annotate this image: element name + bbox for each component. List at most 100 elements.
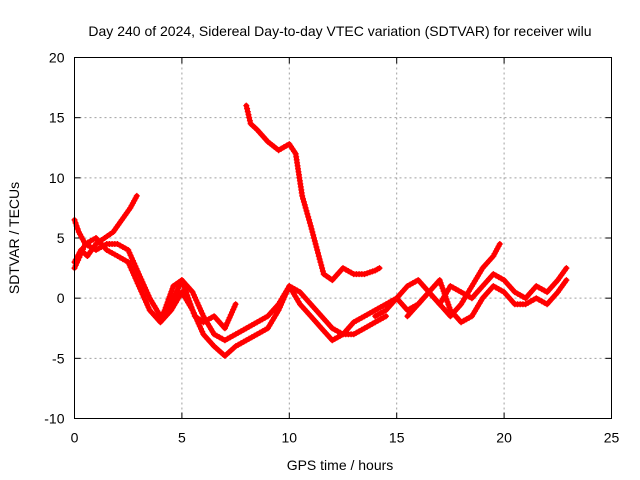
data-point (127, 252, 134, 259)
data-point (246, 117, 253, 124)
data-point (145, 304, 152, 311)
data-point (246, 114, 253, 121)
data-point (311, 235, 317, 241)
data-point (308, 226, 315, 232)
y-tick-label: -10 (44, 411, 64, 427)
data-point (446, 304, 453, 311)
data-point (163, 301, 170, 308)
data-point (319, 265, 326, 272)
data-point (133, 277, 140, 284)
data-point (138, 288, 145, 295)
data-point (195, 302, 202, 309)
data-point (244, 108, 251, 115)
data-point (300, 195, 306, 202)
data-point (231, 303, 238, 310)
data-point (76, 254, 83, 261)
data-point (223, 322, 230, 329)
data-point (496, 241, 503, 247)
data-point (143, 299, 150, 306)
data-point (72, 220, 79, 226)
data-point (192, 294, 198, 301)
data-point (319, 268, 326, 275)
data-point (132, 275, 139, 282)
data-point (280, 296, 287, 303)
x-tick-label: 0 (71, 430, 79, 446)
data-point (81, 243, 87, 250)
data-point (180, 280, 186, 287)
y-tick-label: 5 (57, 230, 65, 246)
data-point (441, 290, 448, 297)
data-point (183, 289, 190, 296)
data-point (439, 285, 446, 292)
series-track-d (161, 277, 239, 332)
y-tick-label: 15 (49, 110, 65, 126)
x-tick-label: 15 (389, 430, 405, 446)
data-point (301, 201, 308, 208)
series-track-g (404, 277, 570, 326)
data-point (440, 288, 447, 295)
y-tick-label: -5 (52, 350, 65, 366)
data-point (312, 241, 319, 247)
data-point (134, 268, 141, 275)
data-point (167, 291, 174, 298)
data-point (305, 213, 312, 220)
data-point (145, 292, 152, 299)
data-point (315, 250, 321, 256)
data-point (563, 265, 570, 272)
data-point (315, 253, 322, 260)
data-point (135, 271, 142, 278)
data-point (376, 265, 383, 272)
data-point (126, 249, 133, 256)
data-point (369, 268, 376, 275)
data-point (311, 238, 318, 244)
data-point (229, 309, 235, 316)
data-point (306, 220, 313, 226)
data-point (169, 285, 176, 292)
data-point (127, 264, 134, 271)
data-point (130, 257, 136, 264)
data-point (310, 232, 317, 238)
data-point (196, 305, 203, 312)
data-point (125, 247, 132, 253)
data-point (184, 292, 191, 299)
data-point (299, 192, 306, 199)
data-point (226, 314, 233, 321)
data-point (227, 311, 234, 318)
data-point (444, 299, 451, 305)
data-point (132, 263, 139, 270)
data-point (144, 289, 151, 296)
data-point (137, 285, 144, 292)
data-point (304, 210, 311, 217)
data-point (187, 301, 194, 308)
series-track-e (243, 102, 383, 284)
data-point (438, 282, 445, 289)
data-point (131, 260, 138, 267)
data-point (224, 319, 231, 326)
data-point (383, 313, 389, 320)
data-point (282, 291, 289, 298)
data-series (71, 102, 570, 359)
data-point (72, 262, 79, 269)
data-point (302, 204, 309, 211)
data-point (437, 279, 444, 286)
data-point (313, 244, 320, 250)
data-point (128, 267, 135, 274)
data-point (445, 301, 452, 308)
data-point (131, 272, 138, 279)
x-tick-label: 5 (178, 430, 186, 446)
data-point (126, 261, 133, 268)
grid-lines (74, 57, 612, 419)
data-point (283, 288, 290, 295)
data-point (221, 325, 228, 332)
data-point (190, 291, 197, 298)
x-tick-label: 25 (604, 430, 620, 446)
data-point (196, 323, 203, 330)
data-point (185, 295, 192, 302)
y-tick-label: 0 (57, 290, 65, 306)
data-point (190, 310, 197, 317)
data-point (307, 223, 314, 229)
data-point (361, 271, 368, 278)
data-point (186, 298, 193, 305)
data-point (317, 259, 324, 266)
